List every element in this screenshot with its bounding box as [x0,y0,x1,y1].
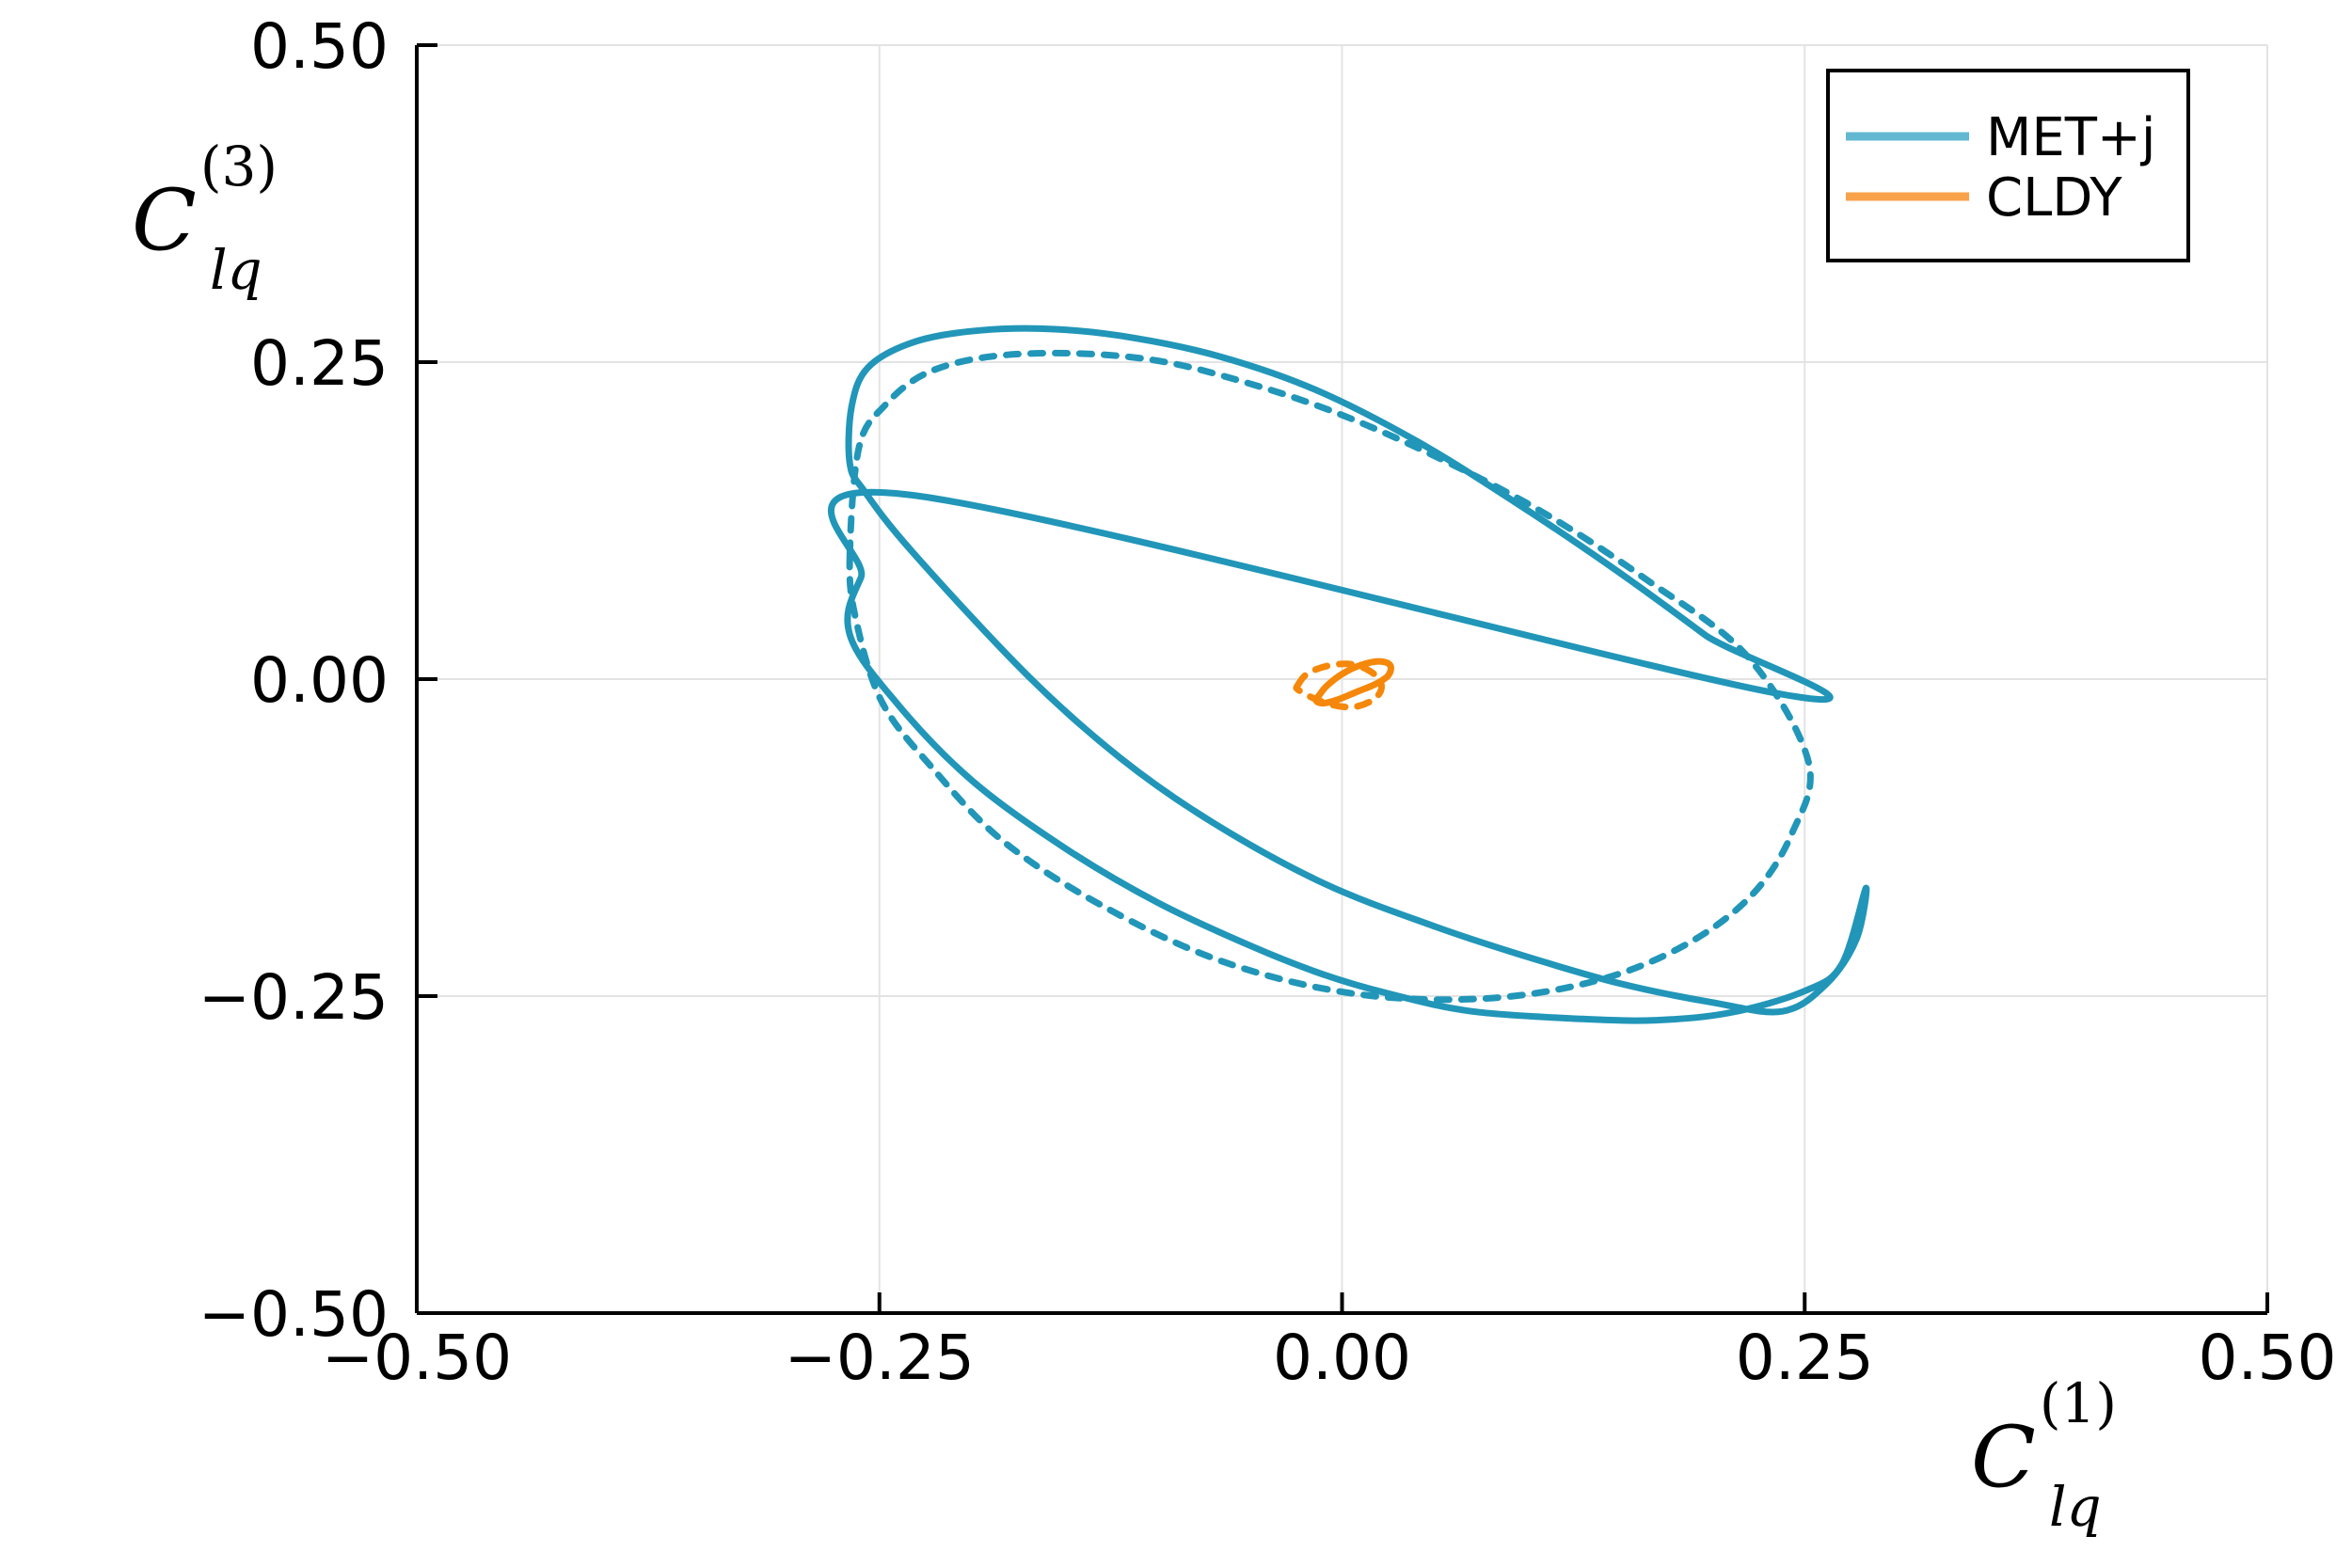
y-tick-label: 0.25 [250,327,389,400]
legend-box [1826,69,2190,262]
x-axis-title-base: C [1971,1408,2036,1507]
contour-series [827,325,1870,1024]
y-axis-title-sub: lq [210,238,262,302]
y-tick-label: −0.50 [199,1278,389,1351]
axes [415,43,2269,1315]
legend-label-met-j: MET+j [1986,107,2155,168]
x-tick-label: 0.00 [1273,1322,1411,1394]
x-tick-label: −0.25 [785,1322,975,1394]
legend: MET+j CLDY [1826,69,2190,262]
legend-label-cldy: CLDY [1986,167,2122,229]
y-tick-label: −0.25 [199,961,389,1034]
contour-series-1-dashed [846,349,1814,1004]
y-tick-label: 0.50 [250,10,389,83]
x-axis-title: C(1) lq [1971,1371,2117,1539]
y-axis-title-sup: (3) [200,135,278,198]
y-axis-title: C(3) lq [132,135,278,302]
contour-series-3-dashed [1293,660,1385,711]
x-axis-title-sup: (1) [2040,1371,2117,1435]
tick-labels: −0.50 −0.25 0.00 0.25 0.50 −0.50 −0.25 0.00 0.25… [199,10,2337,1394]
x-axis-title-sub: lq [2049,1475,2102,1539]
x-tick-label: 0.25 [1736,1322,1874,1394]
x-tick-label: 0.50 [2199,1322,2337,1394]
x-tick-label: −0.50 [322,1322,512,1394]
contour-met-j-solid [827,325,1870,1024]
y-tick-label: 0.00 [250,644,389,717]
y-axis-title-base: C [132,171,197,270]
